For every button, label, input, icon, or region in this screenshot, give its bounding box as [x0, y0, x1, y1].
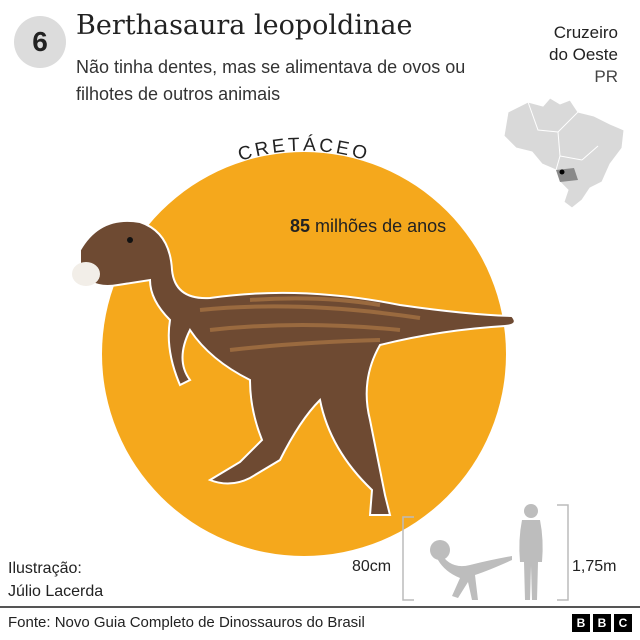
- bbc-logo-letter: B: [572, 614, 590, 632]
- location-dot: [559, 169, 565, 175]
- bbc-logo-letter: B: [593, 614, 611, 632]
- footer-divider: [0, 606, 640, 608]
- state-label: PR: [594, 67, 618, 86]
- credit-label: Ilustração:: [8, 560, 82, 577]
- egg: [72, 262, 100, 286]
- city-line-2: do Oeste: [549, 45, 618, 64]
- dinosaur-illustration: [72, 219, 516, 516]
- source-text: Fonte: Novo Guia Completo de Dinossauros…: [8, 614, 365, 631]
- item-number-badge: 6: [14, 16, 66, 68]
- credit-author: Júlio Lacerda: [8, 583, 104, 600]
- species-description: Não tinha dentes, mas se alimentava de o…: [76, 57, 466, 104]
- human-height-label: 1,75m: [572, 558, 617, 575]
- species-title: Berthasaura leopoldinae: [76, 10, 413, 41]
- dino-silhouette: [430, 540, 512, 600]
- illustration-credit: Ilustração: Júlio Lacerda: [8, 557, 103, 603]
- city-line-1: Cruzeiro: [553, 23, 618, 42]
- age-unit: milhões de anos: [315, 216, 447, 236]
- dino-scale-bracket: [402, 516, 414, 601]
- dinosaur-eye: [127, 237, 133, 243]
- human-scale-bracket: [557, 504, 569, 601]
- dino-height-label: 80cm: [352, 558, 392, 575]
- location-label: Cruzeiro do Oeste PR: [549, 22, 618, 88]
- age-number: 85: [290, 216, 311, 236]
- bbc-logo-letter: C: [614, 614, 632, 632]
- bbc-logo: B B C: [572, 614, 632, 632]
- age-label: 85 milhões de anos: [290, 216, 446, 237]
- brazil-map-icon: [503, 97, 625, 209]
- human-silhouette: [519, 504, 543, 600]
